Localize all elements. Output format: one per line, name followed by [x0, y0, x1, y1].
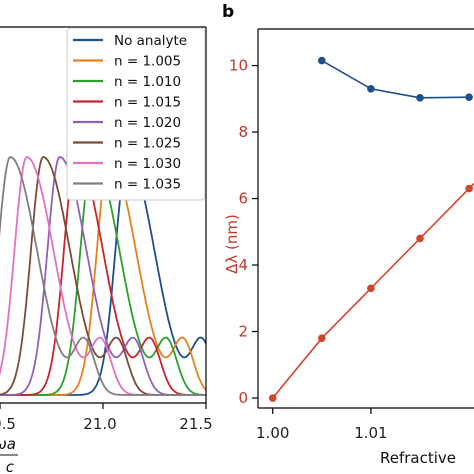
panel-a-xtick-label: 21.0 [83, 415, 116, 433]
panel-b-data-point [465, 184, 473, 193]
panel-a-legend-label: n = 1.035 [114, 177, 181, 193]
panel-b-ytick-label: 0 [238, 389, 248, 407]
panel-a: 0.5 21.0 21.5 No analyte n = 1.005 n = 1.010… [0, 26, 213, 474]
panel-b-series-line-2 [272, 182, 474, 399]
panel-a-legend-label: n = 1.015 [114, 95, 181, 111]
panel-b-data-point [318, 56, 326, 65]
panel-b-data-point [465, 93, 473, 101]
panel-b-data-point [318, 334, 326, 342]
panel-b-ytick-label: 4 [238, 256, 248, 274]
panel-b-ytick-label: 2 [238, 323, 248, 341]
panel-a-legend-label: n = 1.010 [114, 74, 181, 90]
panel-a-legend-label: n = 1.025 [114, 136, 181, 152]
panel-b-data-point [367, 85, 375, 93]
panel-a-xtick-label: 21.5 [179, 415, 212, 433]
panel-a-legend-label: No analyte [114, 33, 187, 49]
panel-a-legend-frame [66, 27, 206, 201]
panel-a-xlabel: ωa c [0, 435, 18, 474]
panel-a-legend: No analyte n = 1.005 n = 1.010 n = 1.015 n =… [66, 27, 206, 201]
panel-b-xticks: 1.00 1.01 [256, 408, 388, 442]
panel-b-data-point [367, 284, 375, 293]
panel-b: b 0 2 4 6 8 10 1.00 1.01 Δλ (nm) Refractive [222, 2, 474, 467]
panel-b-series [268, 56, 474, 402]
panel-b-xlabel: Refractive [380, 449, 456, 467]
panel-b-ytick-label: 8 [238, 123, 248, 141]
panel-b-data-point [416, 234, 424, 243]
panel-a-curve-1035 [0, 156, 206, 396]
panel-a-legend-label: n = 1.030 [114, 156, 181, 172]
panel-a-legend-label: n = 1.020 [114, 115, 181, 131]
panel-b-ytick-label: 10 [229, 57, 248, 75]
panel-b-yticks: 0 2 4 6 8 10 [229, 57, 258, 407]
panel-a-xlabel-denominator: c [6, 458, 15, 474]
panel-b-label: b [222, 2, 234, 22]
panel-a-xticks: 0.5 21.0 21.5 [0, 403, 213, 433]
panel-b-ytick-label: 6 [238, 190, 248, 208]
panel-b-ylabel: Δλ (nm) [223, 214, 241, 274]
panel-a-xtick-label: 0.5 [0, 415, 16, 433]
panel-b-data-point [268, 394, 277, 402]
panel-b-series-line-1 [321, 59, 470, 99]
panel-a-legend-label: n = 1.005 [114, 54, 181, 70]
panel-b-xtick-label: 1.00 [256, 424, 289, 442]
panel-a-curve-1015 [0, 156, 206, 396]
panel-a-xlabel-numerator: ωa [0, 435, 16, 453]
panel-b-xtick-label: 1.01 [354, 424, 387, 442]
panel-b-data-point [416, 94, 424, 102]
